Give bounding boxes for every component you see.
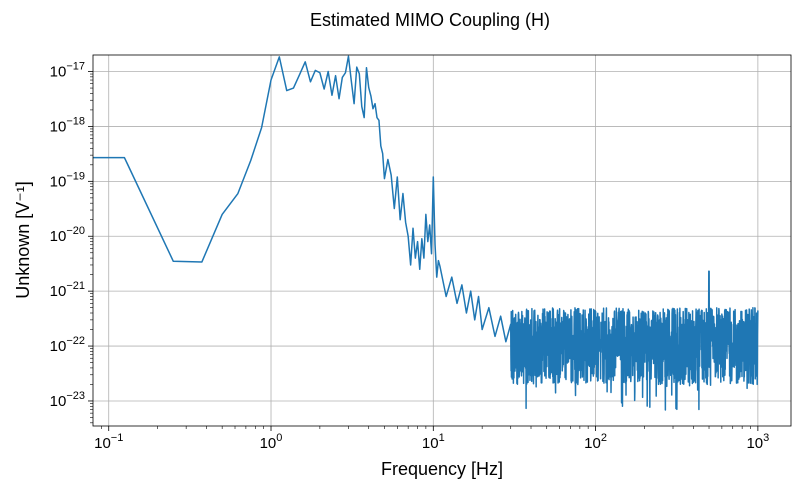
y-tick-label: 10−19 [50, 170, 85, 190]
series-line-H [93, 55, 759, 411]
chart-title: Estimated MIMO Coupling (H) [310, 10, 550, 30]
x-axis-label: Frequency [Hz] [381, 459, 503, 479]
x-tick-label: 101 [422, 432, 445, 452]
axes-frame [92, 54, 792, 427]
x-tick-label: 102 [584, 432, 607, 452]
x-tick-label: 100 [260, 432, 283, 452]
y-tick-label: 10−20 [50, 225, 85, 245]
y-tick-label: 10−17 [50, 61, 85, 81]
y-tick-label: 10−22 [50, 335, 85, 355]
x-tick-label: 103 [746, 432, 769, 452]
y-axis-label: Unknown [V⁻¹] [13, 181, 33, 299]
x-tick-label: 10−1 [94, 432, 123, 452]
y-tick-label: 10−21 [50, 280, 85, 300]
y-tick-label: 10−23 [50, 390, 85, 410]
y-tick-label: 10−18 [50, 115, 85, 135]
plot-area [93, 55, 759, 411]
ticks: 10−1 100 101 102 103 10−23 10−22 10−21 10−20 10−1… [50, 61, 770, 452]
grid [93, 55, 791, 426]
